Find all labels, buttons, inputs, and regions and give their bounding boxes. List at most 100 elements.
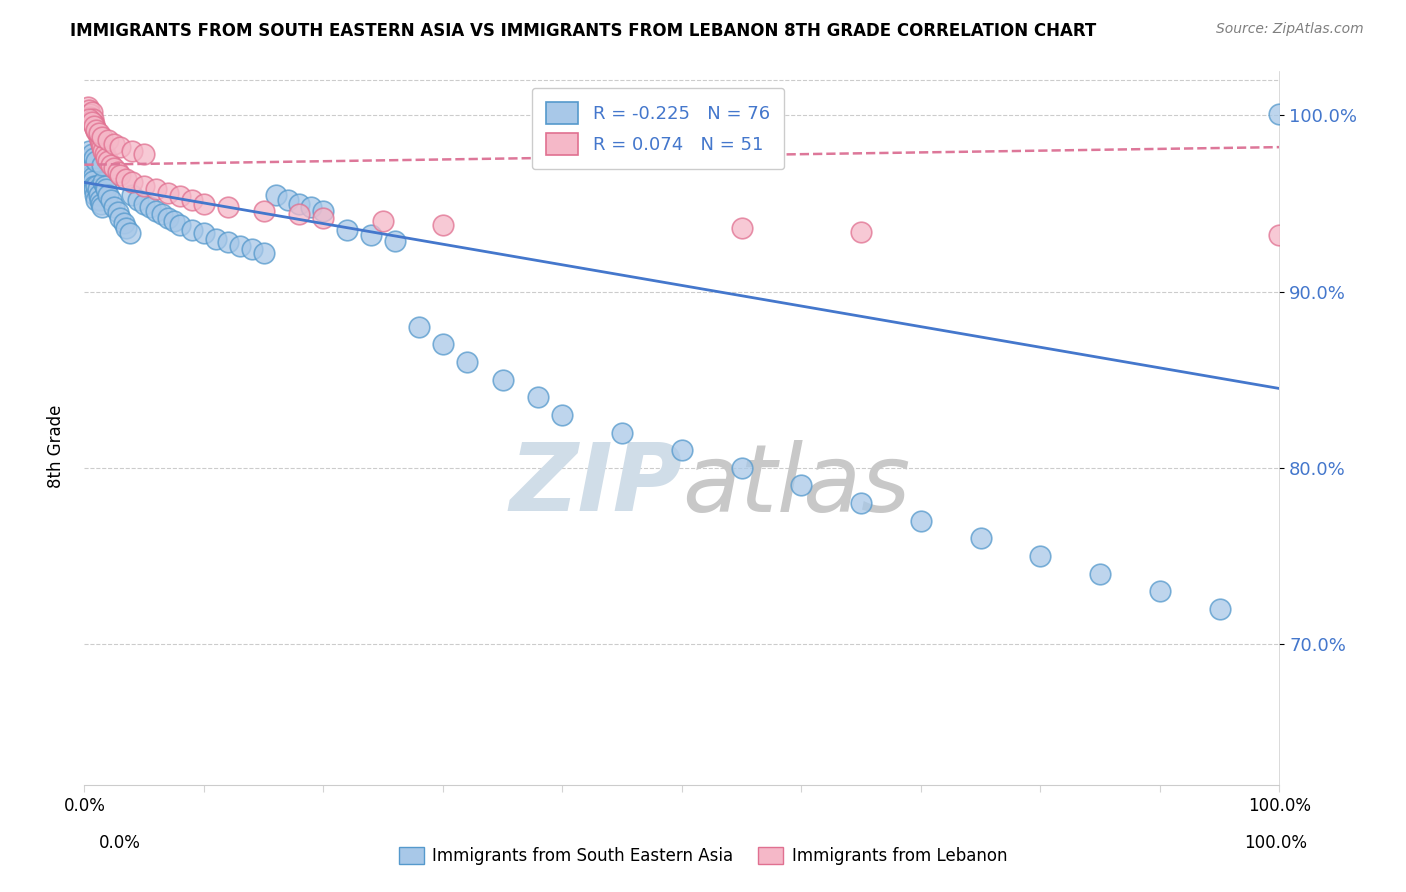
Point bbox=[91, 140, 114, 154]
Point bbox=[86, 178, 108, 193]
Point bbox=[86, 154, 108, 169]
Point bbox=[82, 170, 104, 185]
Point bbox=[253, 245, 276, 260]
Point bbox=[84, 187, 107, 202]
Point bbox=[360, 228, 382, 243]
Point bbox=[157, 186, 180, 200]
Point bbox=[93, 144, 115, 158]
Point bbox=[288, 196, 311, 211]
Point bbox=[79, 110, 101, 124]
Point bbox=[90, 136, 112, 151]
Text: 0.0%: 0.0% bbox=[98, 834, 141, 852]
Point bbox=[90, 196, 112, 211]
Point bbox=[80, 104, 103, 119]
Point bbox=[89, 193, 111, 207]
Point bbox=[83, 119, 105, 133]
Point bbox=[790, 478, 813, 492]
Text: atlas: atlas bbox=[682, 440, 910, 531]
Point bbox=[79, 161, 101, 176]
Point bbox=[115, 221, 138, 235]
Point bbox=[432, 337, 454, 351]
Point bbox=[121, 144, 143, 158]
Point bbox=[139, 200, 162, 214]
Point bbox=[121, 175, 143, 189]
Point bbox=[193, 227, 215, 241]
Point bbox=[93, 178, 115, 193]
Text: 8th Grade: 8th Grade bbox=[48, 404, 65, 488]
Text: Source: ZipAtlas.com: Source: ZipAtlas.com bbox=[1216, 22, 1364, 37]
Point bbox=[94, 151, 117, 165]
Point bbox=[82, 112, 104, 126]
Point bbox=[82, 173, 104, 187]
Point bbox=[86, 124, 108, 138]
Point bbox=[731, 221, 754, 235]
Point bbox=[86, 126, 108, 140]
Point bbox=[157, 211, 180, 225]
Point bbox=[145, 182, 167, 196]
Point bbox=[1149, 584, 1171, 599]
Point bbox=[103, 200, 125, 214]
Point bbox=[384, 234, 406, 248]
Point bbox=[80, 161, 103, 176]
Point bbox=[97, 187, 120, 202]
Text: ZIP: ZIP bbox=[509, 439, 682, 532]
Point bbox=[240, 243, 263, 257]
Point bbox=[91, 200, 114, 214]
Point bbox=[132, 196, 156, 211]
Point bbox=[77, 100, 100, 114]
Point bbox=[492, 373, 515, 387]
Point bbox=[1209, 601, 1232, 615]
Point bbox=[432, 218, 454, 232]
Point bbox=[103, 136, 125, 151]
Point bbox=[84, 120, 107, 135]
Point bbox=[79, 165, 101, 179]
Point bbox=[169, 218, 191, 232]
Point bbox=[301, 200, 323, 214]
Point bbox=[671, 443, 693, 458]
Point bbox=[132, 178, 156, 193]
Point bbox=[80, 169, 103, 183]
Point bbox=[970, 531, 993, 545]
Point bbox=[77, 103, 100, 117]
Point bbox=[229, 239, 252, 253]
Point bbox=[83, 151, 105, 165]
Point bbox=[527, 390, 550, 404]
Point bbox=[107, 165, 129, 179]
Point bbox=[107, 205, 129, 219]
Point bbox=[118, 227, 141, 241]
Point bbox=[93, 147, 115, 161]
Point bbox=[94, 182, 117, 196]
Point bbox=[89, 133, 111, 147]
Point bbox=[87, 129, 110, 144]
Point bbox=[83, 182, 105, 196]
Point bbox=[169, 189, 191, 203]
Point bbox=[121, 187, 143, 202]
Point bbox=[110, 211, 132, 225]
Point bbox=[731, 460, 754, 475]
Point bbox=[217, 235, 239, 250]
Point bbox=[91, 129, 114, 144]
Point bbox=[373, 214, 395, 228]
Point bbox=[336, 223, 359, 237]
Point bbox=[110, 169, 132, 183]
Point bbox=[312, 203, 335, 218]
Point bbox=[80, 115, 103, 129]
Point bbox=[97, 133, 120, 147]
Point bbox=[93, 175, 115, 189]
Point bbox=[97, 154, 120, 169]
Point bbox=[851, 225, 873, 239]
Point bbox=[91, 158, 114, 172]
Point bbox=[1090, 566, 1112, 581]
Point bbox=[910, 514, 932, 528]
Point bbox=[205, 232, 228, 246]
Legend: R = -0.225   N = 76, R = 0.074   N = 51: R = -0.225 N = 76, R = 0.074 N = 51 bbox=[531, 87, 785, 169]
Point bbox=[1268, 228, 1291, 243]
Point bbox=[110, 140, 132, 154]
Point bbox=[150, 207, 173, 221]
Point bbox=[312, 211, 335, 225]
Point bbox=[163, 214, 186, 228]
Point bbox=[83, 178, 105, 193]
Point bbox=[103, 161, 125, 176]
Point bbox=[253, 203, 276, 218]
Legend: Immigrants from South Eastern Asia, Immigrants from Lebanon: Immigrants from South Eastern Asia, Immi… bbox=[392, 840, 1014, 872]
